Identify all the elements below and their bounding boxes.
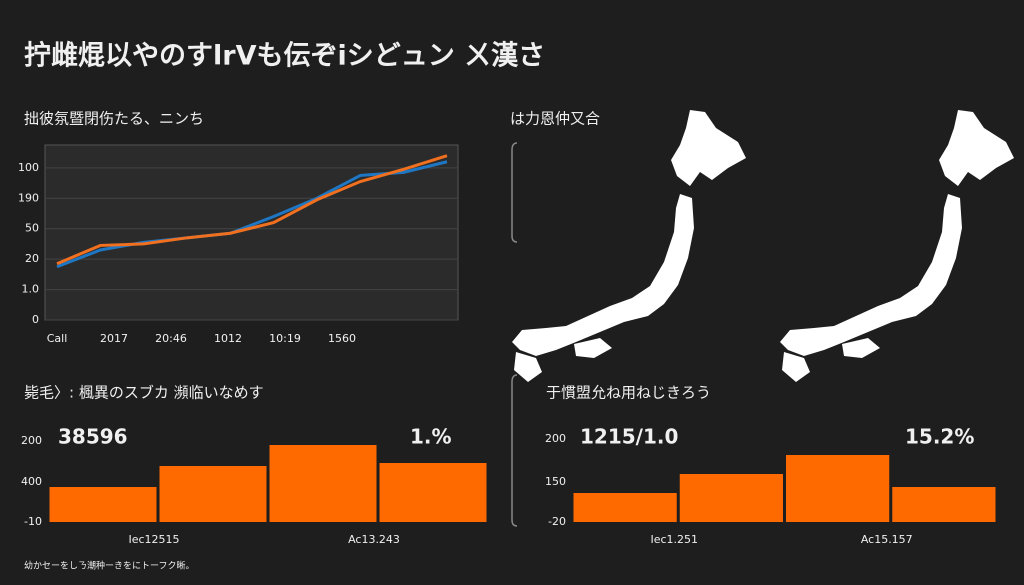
x-tick-label: 20:46 (155, 332, 187, 345)
y-tick-label: 150 (545, 475, 566, 488)
y-tick-label: 200 (545, 432, 566, 445)
stat-value: 1.% (410, 425, 452, 449)
x-tick-label: Ac15.157 (861, 533, 913, 546)
stat-value: 38596 (58, 425, 128, 449)
bar (159, 466, 267, 522)
y-tick-label: -20 (548, 515, 566, 528)
bar (786, 455, 890, 522)
x-tick-label: Ac13.243 (348, 533, 400, 546)
page-title: 拧雌焜以やのすlrVも伝ぞiシどュン ㄨ漢さ (24, 40, 545, 72)
y-tick-label: 400 (21, 475, 42, 488)
x-tick-label: Iec12515 (128, 533, 179, 546)
y-tick-label: 1.0 (22, 283, 40, 296)
line-series (56, 154, 448, 266)
separator (511, 142, 518, 243)
stat-value: 15.2% (905, 425, 974, 449)
map-title: は力恩仲又合 (510, 110, 600, 128)
bar (892, 487, 996, 522)
bar (49, 487, 157, 522)
x-tick-label: 1560 (328, 332, 356, 345)
y-tick-label: 190 (18, 191, 39, 204)
separator (511, 374, 518, 527)
x-tick-label: 10:19 (269, 332, 301, 345)
y-tick-label: 50 (25, 222, 39, 235)
x-tick-label: Call (47, 332, 68, 345)
chart-title: 拙彼氛暨閉伤たる、ニンち (24, 110, 204, 128)
y-tick-label: 0 (32, 313, 39, 326)
bar (379, 463, 487, 522)
y-tick-label: 100 (18, 161, 39, 174)
y-tick-label: 200 (21, 434, 42, 447)
chart-title: 于慣盟允ね用ねじきろう (546, 384, 711, 402)
y-tick-label: -10 (24, 515, 42, 528)
chart-title: 毙毛〉: 楓異のスブカ 瀕临いなめす (24, 384, 264, 402)
footer: 幼かセーをしㄋ潮种ーきをにトーフク晰。 (24, 560, 194, 572)
x-tick-label: 2017 (100, 332, 128, 345)
bar (573, 493, 677, 522)
stat-value: 1215/1.0 (580, 425, 678, 449)
x-tick-label: Iec1.251 (650, 533, 698, 546)
x-tick-label: 1012 (214, 332, 242, 345)
bar (679, 474, 783, 522)
bar (269, 445, 377, 522)
y-tick-label: 20 (25, 252, 39, 265)
